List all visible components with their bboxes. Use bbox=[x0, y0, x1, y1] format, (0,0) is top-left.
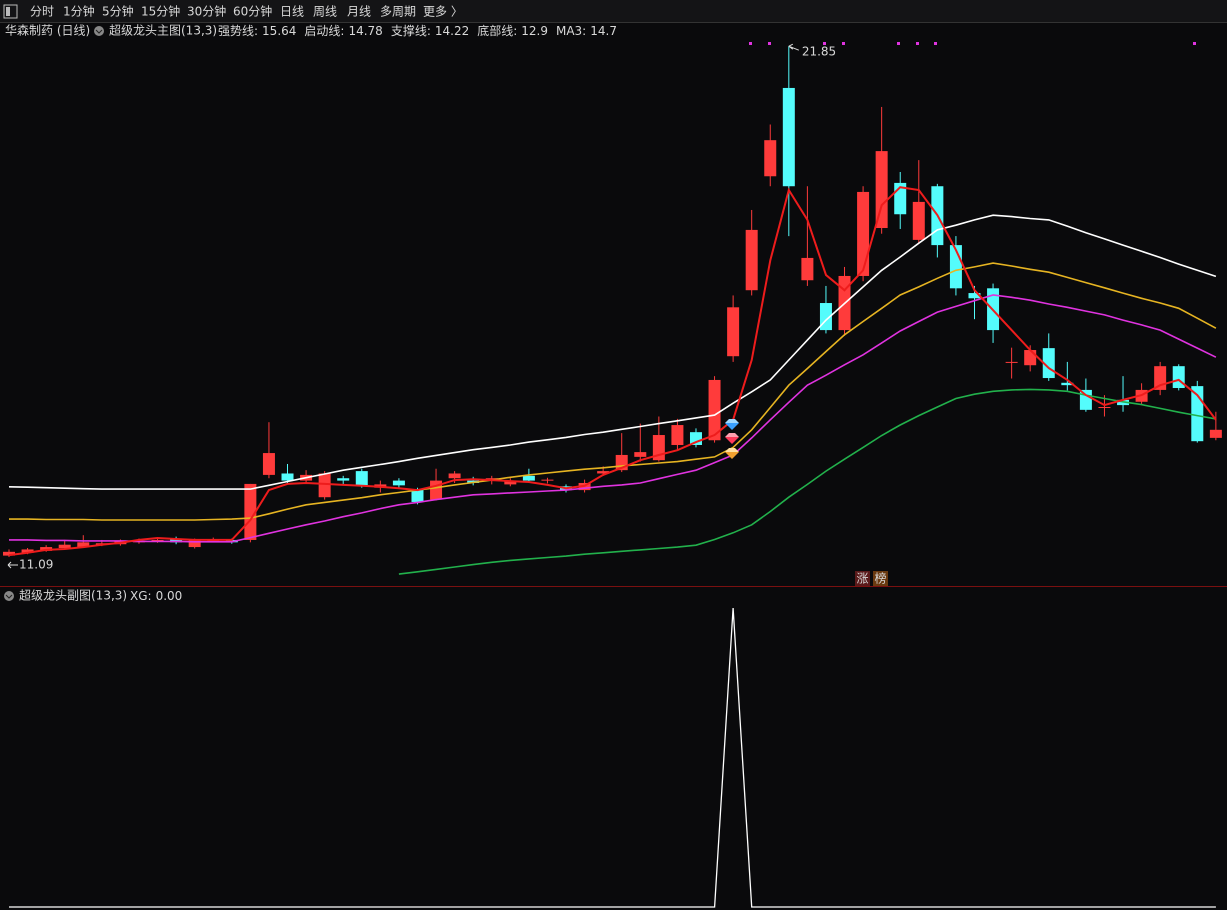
tag-box bbox=[873, 571, 888, 586]
candle-body bbox=[448, 473, 461, 479]
legend-entry: MA3: 14.7 bbox=[556, 24, 617, 38]
high-arrow bbox=[788, 43, 800, 51]
legend-value: 14.7 bbox=[590, 24, 617, 38]
tab[interactable]: 30分钟 bbox=[187, 4, 226, 19]
tag-box bbox=[855, 571, 870, 586]
indicator-line bbox=[9, 262, 1217, 521]
legend-name: 底部线: bbox=[477, 23, 517, 38]
panel-toggle-icon bbox=[6, 7, 10, 16]
legend-name: 强势线: bbox=[218, 24, 258, 38]
candle-body bbox=[21, 549, 34, 553]
candle-body bbox=[392, 480, 405, 486]
candle-body bbox=[411, 490, 424, 502]
panel-toggle[interactable] bbox=[3, 4, 18, 19]
high-label: 21.85 bbox=[802, 45, 836, 59]
candle-body bbox=[1061, 382, 1074, 386]
tab[interactable]: 15分钟 bbox=[141, 4, 180, 19]
legend-name: 启动线: bbox=[304, 24, 344, 38]
sub-legend: XG: 0.00 bbox=[130, 589, 182, 603]
indicator-line bbox=[398, 388, 1217, 575]
candle-body bbox=[764, 140, 777, 177]
indicator-line bbox=[9, 294, 1217, 543]
candle-body bbox=[875, 151, 888, 229]
candle-body bbox=[671, 425, 684, 445]
tab[interactable]: 月线 bbox=[347, 5, 371, 19]
toolbar bbox=[0, 0, 1227, 22]
tab[interactable]: 周线 bbox=[313, 5, 337, 19]
candle-body bbox=[281, 473, 294, 481]
indicator-name: 超级龙头主图(13,3) bbox=[109, 23, 217, 38]
sub-legend-value: 0.00 bbox=[156, 589, 183, 603]
sub-plot: XG: 0.00 bbox=[9, 589, 1216, 908]
candle-body bbox=[1172, 366, 1185, 389]
candle-body bbox=[318, 473, 331, 498]
tag: 涨 bbox=[857, 571, 869, 586]
indicator-line bbox=[8, 186, 1217, 557]
candle-body bbox=[857, 191, 870, 276]
sub-legend-name: XG: bbox=[130, 589, 152, 603]
legend: 强势线: 15.64 启动线: 14.78 支撑线: 14.22 底部线: 12.9 MA3: 1… bbox=[218, 23, 617, 38]
low-arrow bbox=[7, 561, 18, 569]
legend-entry: 底部线: 12.9 bbox=[477, 23, 548, 38]
legend-value: 12.9 bbox=[521, 24, 548, 38]
candle-body bbox=[1209, 429, 1222, 438]
candle-body bbox=[3, 551, 16, 556]
candle-body bbox=[968, 293, 981, 299]
candle-body bbox=[634, 452, 647, 457]
candle-body bbox=[912, 201, 925, 240]
sub-indicator-menu[interactable] bbox=[4, 591, 14, 601]
indicator-line bbox=[8, 214, 1217, 490]
sub-indicator-menu-arrow bbox=[5, 594, 13, 599]
tab-group: 分时 1分钟 5分钟 15分钟 30分钟 60分钟 日线 周线 月线 多周期 更多 〉 bbox=[30, 4, 463, 19]
signal-icons bbox=[725, 419, 739, 459]
legend-value: 14.78 bbox=[348, 24, 382, 38]
candle-body bbox=[801, 257, 814, 281]
tab[interactable]: 更多 〉 bbox=[423, 5, 463, 19]
tag: 榜 bbox=[875, 571, 887, 586]
candle-body bbox=[77, 542, 90, 548]
legend-value: 15.64 bbox=[262, 24, 296, 38]
candle-body bbox=[782, 87, 795, 187]
legend-name: 支撑线: bbox=[391, 23, 431, 38]
candle-body bbox=[58, 544, 71, 549]
candle-body bbox=[337, 478, 350, 481]
legend-entry: 强势线: 15.64 bbox=[218, 24, 296, 38]
candle-body bbox=[244, 483, 257, 540]
candle-body bbox=[262, 453, 275, 475]
candle-body bbox=[170, 538, 183, 543]
tab[interactable]: 分时 bbox=[30, 5, 54, 19]
tab[interactable]: 日线 bbox=[280, 5, 304, 19]
candle-body bbox=[727, 307, 740, 357]
low-label: 11.09 bbox=[19, 558, 53, 572]
candle-body bbox=[541, 479, 554, 481]
candle-body bbox=[1005, 361, 1018, 363]
legend-entry: 支撑线: 14.22 bbox=[391, 23, 469, 38]
candle-body bbox=[1024, 350, 1037, 366]
candle-body bbox=[745, 229, 758, 291]
legend-entry: 启动线: 14.78 bbox=[304, 24, 382, 38]
legend-name: MA3: bbox=[556, 24, 586, 38]
xg-line bbox=[9, 607, 1216, 908]
tab[interactable]: 1分钟 bbox=[63, 4, 95, 19]
indicator-menu-arrow bbox=[95, 29, 103, 34]
candle-body bbox=[504, 480, 517, 485]
tab[interactable]: 多周期 bbox=[380, 5, 416, 19]
candle-body bbox=[1098, 407, 1111, 409]
indicator-menu[interactable] bbox=[94, 26, 104, 36]
main-plot: 21.85 11.09 涨榜 bbox=[3, 43, 1222, 586]
tab[interactable]: 60分钟 bbox=[233, 4, 272, 19]
candle-body bbox=[430, 480, 443, 500]
security-name: 华森制药 (日线) bbox=[5, 23, 90, 38]
sub-indicator-name: 超级龙头副图(13,3) bbox=[19, 588, 127, 603]
candle-body bbox=[355, 471, 368, 486]
candle-body bbox=[597, 471, 610, 474]
signal-dots bbox=[749, 42, 1196, 45]
candle-body bbox=[522, 475, 535, 481]
candle-body bbox=[188, 539, 201, 548]
candle-body bbox=[708, 379, 721, 441]
tab[interactable]: 5分钟 bbox=[102, 4, 134, 19]
legend-value: 14.22 bbox=[435, 24, 469, 38]
